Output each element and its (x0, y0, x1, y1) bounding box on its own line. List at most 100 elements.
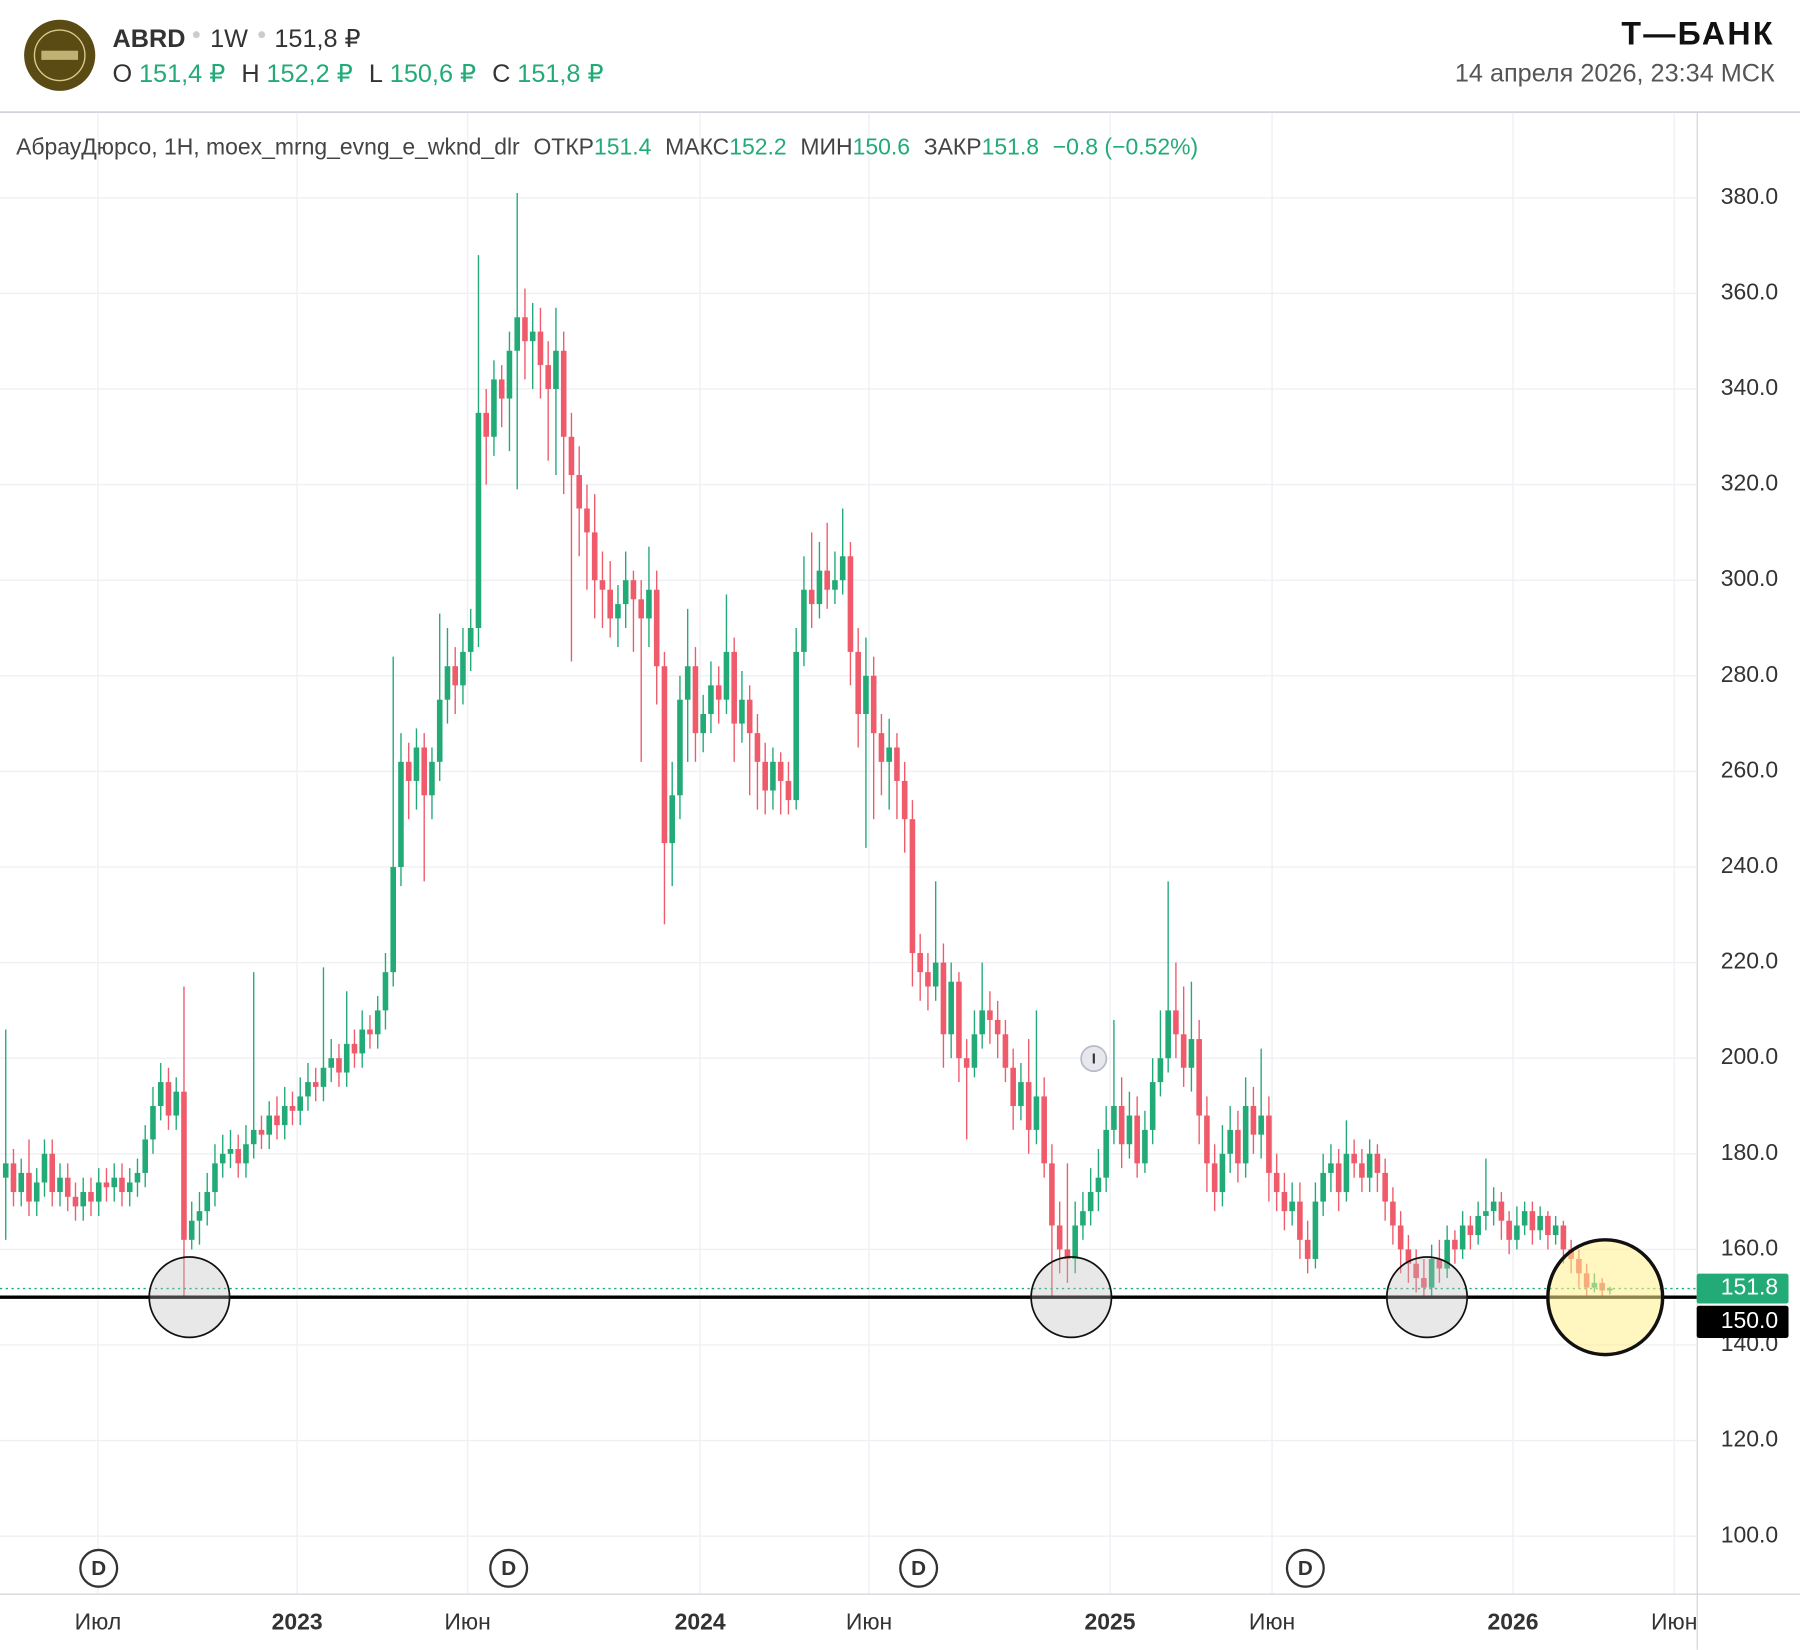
candle-body (467, 627, 474, 652)
candle-body (746, 699, 753, 734)
candle-body (855, 651, 861, 715)
y-tick-label: 200.0 (1721, 1043, 1778, 1069)
candle-body (646, 589, 652, 619)
candle-body (72, 1196, 79, 1207)
candle-body (1289, 1201, 1295, 1212)
y-tick-label: 340.0 (1721, 374, 1778, 400)
candle-body (1335, 1163, 1342, 1193)
candle-body (708, 685, 714, 715)
candle-body (1056, 1225, 1063, 1250)
x-tick-label: Июн (1651, 1608, 1697, 1634)
candle-body (235, 1149, 242, 1164)
candle-body (103, 1182, 110, 1188)
x-tick-label: 2025 (1085, 1608, 1136, 1634)
candle-body (1483, 1211, 1489, 1216)
candle-body (26, 1172, 32, 1202)
candle-body (1351, 1153, 1357, 1164)
candle-body (1459, 1225, 1466, 1250)
candle-body (266, 1115, 273, 1135)
candle-body (1382, 1172, 1388, 1202)
candle-body (870, 675, 877, 734)
candle-body (219, 1153, 226, 1164)
candle-body (622, 580, 629, 605)
candle-body (2, 1163, 9, 1178)
candle-body (33, 1182, 40, 1202)
candle-body (537, 331, 544, 366)
candle-body (1297, 1201, 1303, 1240)
candle-body (630, 580, 637, 600)
candle-body (677, 699, 683, 796)
y-tick-label: 100.0 (1721, 1521, 1778, 1547)
candle-body (157, 1082, 164, 1106)
candle-body (274, 1115, 280, 1126)
candle-body (576, 475, 582, 509)
candle-body (1018, 1082, 1024, 1106)
candle-body (1033, 1096, 1040, 1130)
candle-body (95, 1182, 102, 1202)
candle-body (188, 1220, 195, 1240)
candle-body (529, 331, 536, 342)
candle-body (1521, 1211, 1528, 1226)
candle-body (522, 317, 528, 342)
candle-body (599, 580, 606, 590)
event-marker (79, 1548, 119, 1588)
value: 151.8 (982, 133, 1039, 159)
candle-body (777, 761, 784, 781)
event-label: I (1092, 1051, 1096, 1068)
event-label: D (501, 1557, 516, 1580)
candle-body (971, 1034, 978, 1068)
candle-body (1002, 1034, 1009, 1068)
candle-body (1312, 1201, 1319, 1259)
y-tick-label: 260.0 (1721, 756, 1778, 782)
highlight-circle (1385, 1256, 1469, 1339)
candle-body (491, 379, 497, 437)
candle-body (483, 412, 489, 437)
candle-body (312, 1082, 319, 1087)
candle-body (328, 1058, 335, 1068)
last-price-label: 151.8 (1721, 1274, 1778, 1300)
value: 151,8 ₽ (517, 59, 603, 87)
value: 152,2 ₽ (267, 59, 353, 87)
series-name: АбрауДюрсо, 1Н, moex_mrng_evng_e_wknd_dl… (16, 133, 520, 159)
candle-body (568, 436, 575, 476)
candle-body (1149, 1082, 1156, 1130)
candle-body (80, 1192, 87, 1207)
candle-body (723, 651, 730, 700)
level-box (1696, 1305, 1789, 1338)
candle-body (739, 699, 745, 724)
candle-body (661, 666, 668, 844)
candle-body (460, 651, 466, 686)
ticker: ABRD (113, 25, 186, 53)
candle-body (1359, 1163, 1365, 1178)
event-marker (899, 1548, 939, 1588)
logo (24, 19, 96, 91)
candle-body (731, 651, 737, 724)
brand: Т—БАНК (1621, 15, 1774, 51)
candle-body (1025, 1082, 1032, 1130)
candle-body (894, 747, 900, 781)
candle-body (289, 1105, 296, 1111)
candle-body (948, 981, 954, 1035)
x-tick-label: Июн (444, 1608, 490, 1634)
y-tick-label: 160.0 (1721, 1234, 1778, 1260)
last-price-box (1696, 1273, 1789, 1304)
label: ЗАКР (924, 133, 982, 159)
candle-body (10, 1163, 17, 1193)
highlight-circle-current (1546, 1238, 1665, 1357)
candle-body (917, 953, 923, 973)
y-tick-label: 220.0 (1721, 948, 1778, 974)
candle-body (111, 1177, 118, 1188)
candle-body (444, 666, 451, 700)
candle-body (1266, 1115, 1272, 1173)
datetime: 14 апреля 2026, 23:34 МСК (1455, 59, 1775, 87)
value: 150.6 (853, 133, 910, 159)
candle-body (1320, 1172, 1326, 1202)
candle-body (1545, 1215, 1551, 1236)
event-label: D (911, 1557, 926, 1580)
separator (258, 31, 266, 39)
candle-body (1095, 1177, 1102, 1193)
candle-body (886, 747, 892, 762)
interval: 1W (210, 25, 248, 53)
candle-body (1413, 1263, 1419, 1279)
